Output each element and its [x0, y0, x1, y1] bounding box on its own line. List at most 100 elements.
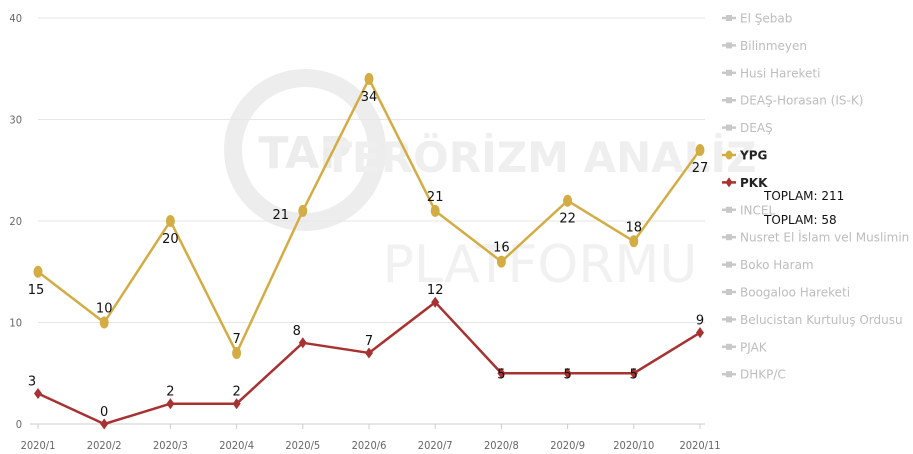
point-pkk[interactable] — [696, 327, 704, 339]
legend-item-husi-hareketi[interactable]: Husi Hareketi — [722, 66, 820, 80]
legend-label: Boko Haram — [740, 258, 814, 272]
legend-item-boko-haram[interactable]: Boko Haram — [722, 258, 814, 272]
point-pkk[interactable] — [34, 388, 42, 400]
point-ypg[interactable] — [99, 316, 109, 329]
legend-item-deas[interactable]: DEAŞ — [722, 121, 773, 135]
data-label-pkk: 5 — [497, 367, 505, 382]
series-line-pkk — [37, 300, 701, 426]
y-axis: 0 10 20 30 40 — [9, 12, 22, 431]
point-ypg[interactable] — [430, 204, 440, 217]
data-label-ypg: 10 — [96, 302, 113, 317]
legend-label: DHKP/C — [740, 368, 786, 382]
point-pkk[interactable] — [629, 367, 638, 379]
point-ypg[interactable] — [298, 204, 308, 217]
legend-marker-icon — [726, 206, 732, 213]
x-tick-label: 2020/5 — [285, 439, 320, 452]
data-label-pkk: 5 — [563, 367, 571, 382]
legend-label: El Şebab — [740, 12, 792, 26]
legend-item-boogaloo-hareketi[interactable]: Boogaloo Hareketi — [722, 286, 850, 300]
legend-marker-icon — [726, 371, 732, 378]
legend-marker-icon — [726, 15, 732, 21]
legend-item-el-sebab[interactable]: El Şebab — [722, 12, 792, 26]
legend-label: Bilinmeyen — [740, 39, 807, 53]
point-ypg[interactable] — [629, 235, 639, 248]
legend-label: Boogaloo Hareketi — [740, 286, 850, 300]
data-label-ypg: 7 — [232, 332, 240, 347]
legend-marker-icon — [726, 97, 732, 104]
data-label-pkk: 3 — [28, 375, 36, 390]
x-tick-label: 2020/10 — [613, 439, 654, 452]
watermark-logo: TAP — [259, 128, 352, 179]
x-tick-label: 2020/11 — [679, 439, 720, 452]
y-tick-label: 10 — [9, 317, 22, 330]
watermark-line2: PLATFORMU — [383, 235, 698, 295]
point-pkk[interactable] — [365, 347, 373, 359]
legend-label: YPG — [739, 149, 767, 163]
point-ypg[interactable] — [232, 346, 242, 359]
point-pkk[interactable] — [232, 398, 241, 410]
legend-marker-icon — [725, 177, 733, 188]
legend-item-deas-horasan-is-k[interactable]: DEAŞ-Horasan (IS-K) — [722, 94, 863, 108]
legend-label: INCEL — [740, 203, 775, 217]
legend-marker-icon — [726, 261, 732, 268]
legend-marker-icon — [726, 234, 732, 241]
point-pkk[interactable] — [166, 398, 175, 410]
legend-item-dhkp-c[interactable]: DHKP/C — [722, 368, 786, 382]
data-label-pkk: 2 — [166, 385, 174, 400]
legend[interactable]: El Şebab Bilinmeyen Husi Hareketi DEAŞ-Hora… — [722, 12, 913, 382]
legend-label: Nusret El İslam vel Muslimin (JNIM) — [740, 230, 913, 245]
data-label-pkk: 5 — [630, 367, 638, 382]
legend-item-bilinmeyen[interactable]: Bilinmeyen — [722, 39, 807, 53]
data-label-ypg: 16 — [493, 241, 510, 256]
legend-item-pkk[interactable]: PKK — [722, 176, 768, 190]
legend-label: PKK — [740, 176, 768, 190]
point-pkk[interactable] — [431, 296, 440, 308]
point-pkk[interactable] — [100, 418, 109, 430]
data-label-ypg: 34 — [361, 90, 378, 105]
data-label-ypg: 21 — [427, 190, 444, 205]
legend-marker-icon — [726, 289, 732, 295]
y-tick-label: 40 — [9, 12, 22, 25]
point-pkk[interactable] — [563, 367, 572, 379]
x-tick-label: 2020/3 — [153, 439, 188, 452]
y-tick-label: 20 — [9, 215, 22, 228]
data-label-pkk: 12 — [427, 283, 444, 298]
point-ypg[interactable] — [165, 215, 175, 227]
totals: TOPLAM: 211 TOPLAM: 58 — [763, 189, 844, 227]
total-label: TOPLAM: 211 — [763, 189, 844, 203]
data-label-pkk: 8 — [293, 324, 301, 339]
data-label-ypg: 18 — [626, 220, 643, 235]
point-ypg[interactable] — [496, 255, 506, 268]
x-tick-label: 2020/2 — [87, 439, 122, 452]
legend-label: PJAK — [740, 340, 768, 354]
point-ypg[interactable] — [563, 194, 573, 207]
x-tick-label: 2020/9 — [550, 439, 585, 452]
data-label-ypg: 15 — [28, 283, 45, 298]
legend-marker-icon — [726, 343, 732, 350]
legend-marker-icon — [726, 316, 732, 323]
legend-marker-icon — [726, 42, 732, 49]
legend-item-nusret-el-islam-vel-muslimin-jnim[interactable]: Nusret El İslam vel Muslimin (JNIM) — [722, 230, 913, 245]
data-label-ypg: 27 — [692, 161, 709, 176]
series-layer — [33, 72, 705, 430]
x-tick-label: 2020/4 — [219, 439, 254, 452]
legend-item-belucistan-kurtulus-ordusu[interactable]: Belucistan Kurtuluş Ordusu — [722, 313, 903, 327]
legend-item-incel[interactable]: INCEL — [722, 203, 775, 217]
watermark-ring — [224, 69, 386, 231]
point-ypg[interactable] — [33, 265, 43, 278]
x-tick-label: 2020/6 — [352, 439, 387, 452]
legend-label: Husi Hareketi — [740, 66, 820, 80]
legend-label: DEAŞ — [740, 121, 773, 135]
point-pkk[interactable] — [497, 367, 506, 379]
point-pkk[interactable] — [298, 337, 307, 349]
point-ypg[interactable] — [695, 143, 705, 156]
legend-marker-icon — [726, 124, 732, 131]
legend-item-pjak[interactable]: PJAK — [722, 340, 768, 354]
y-tick-label: 0 — [16, 418, 22, 431]
legend-item-ypg[interactable]: YPG — [722, 149, 767, 163]
point-ypg[interactable] — [364, 72, 374, 85]
data-label-pkk: 7 — [365, 334, 373, 349]
